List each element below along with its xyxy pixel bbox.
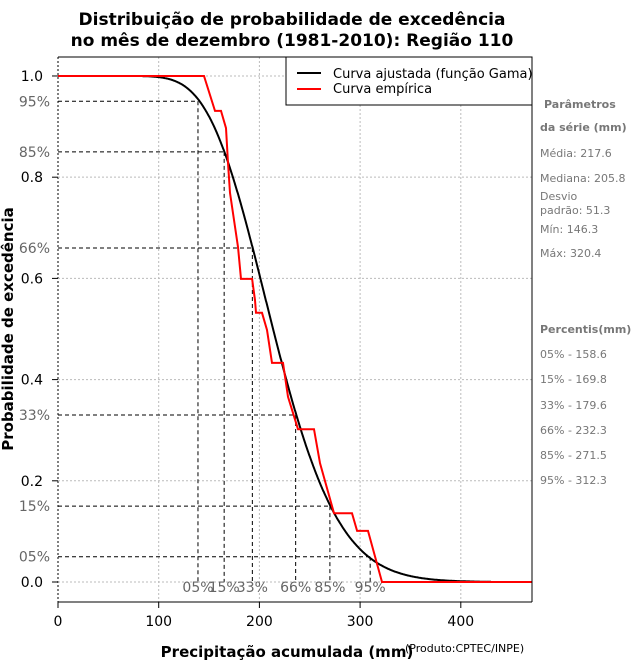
y-tick-label: 0.8 — [21, 170, 43, 186]
x-tick-label: 0 — [54, 614, 63, 630]
guide-y-label: 85% — [19, 145, 50, 161]
empirical-curve — [58, 75, 532, 583]
param-median: Mediana: 205.8 — [540, 172, 625, 185]
legend-label-fitted: Curva ajustada (função Gama) — [333, 67, 533, 82]
x-axis-note: (Produto:CPTEC/INPE) — [405, 642, 524, 655]
percentil-05: 05% - 158.6 — [540, 348, 607, 361]
guide-x-label: 33% — [237, 580, 268, 596]
x-tick-label: 100 — [145, 614, 172, 630]
guide-x-label: 05% — [182, 580, 213, 596]
param-min: Mín: 146.3 — [540, 223, 598, 236]
y-tick-label: 0.6 — [21, 271, 43, 287]
guide-x-label: 85% — [314, 580, 345, 596]
percentil-85: 85% - 271.5 — [540, 449, 607, 462]
percentil-95: 95% - 312.3 — [540, 474, 607, 487]
y-tick-label: 0.2 — [21, 474, 43, 490]
grid — [57, 57, 532, 602]
guide-y-label: 66% — [19, 241, 50, 257]
y-tick-label: 0.0 — [21, 575, 43, 591]
percentil-15: 15% - 169.8 — [540, 373, 607, 386]
guide-y-label: 33% — [19, 408, 50, 424]
param-max: Máx: 320.4 — [540, 247, 601, 260]
chart-title-line1: Distribuição de probabilidade de excedên… — [79, 10, 506, 30]
x-tick-label: 200 — [246, 614, 273, 630]
params-title-2: da série (mm) — [540, 121, 627, 134]
y-tick-label: 0.4 — [21, 373, 43, 389]
param-sd-1: Desvio — [540, 190, 578, 203]
series — [58, 75, 532, 583]
legend-label-empirical: Curva empírica — [333, 82, 432, 97]
chart-title-line2: no mês de dezembro (1981-2010): Região 1… — [71, 31, 514, 51]
guide-x-label: 15% — [209, 580, 240, 596]
guide-x-label: 66% — [280, 580, 311, 596]
legend: Curva ajustada (função Gama) Curva empír… — [285, 56, 533, 106]
y-tick-label: 1.0 — [21, 69, 43, 85]
guide-y-label: 95% — [19, 94, 50, 110]
side-panel: Parâmetros da série (mm) Média: 217.6 Me… — [540, 98, 631, 487]
param-sd-2: padrão: 51.3 — [540, 204, 610, 217]
quantile-guides: 95% 05% 85% 15% 66% 33% 33% 66% 15% 85% 05% 95% — [19, 94, 386, 596]
guide-x-label: 95% — [355, 580, 386, 596]
x-tick-label: 300 — [347, 614, 374, 630]
percentil-66: 66% - 232.3 — [540, 424, 607, 437]
x-tick-label: 400 — [447, 614, 474, 630]
params-title-1: Parâmetros — [544, 98, 616, 111]
percentil-33: 33% - 179.6 — [540, 399, 607, 412]
x-axis-label: Precipitação acumulada (mm) — [161, 643, 414, 660]
guide-y-label: 15% — [19, 499, 50, 515]
param-mean: Média: 217.6 — [540, 147, 612, 160]
percentis-title: Percentis(mm) — [540, 323, 631, 336]
guide-y-label: 05% — [19, 550, 50, 566]
fitted-curve — [142, 75, 491, 583]
y-axis-label: Probabilidade de excedência — [0, 207, 17, 451]
